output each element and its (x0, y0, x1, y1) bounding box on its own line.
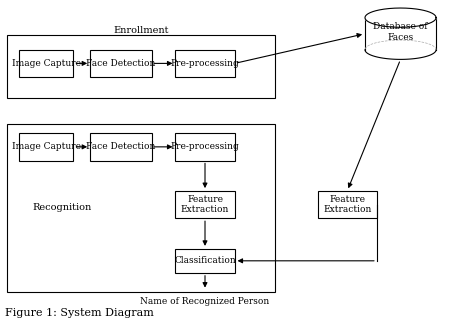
Bar (7, 35, 275, 98)
Bar (19, 133, 73, 160)
Bar (7, 124, 275, 292)
Text: Pre-processing: Pre-processing (171, 59, 239, 68)
Bar (90, 50, 152, 77)
Text: Enrollment: Enrollment (113, 26, 169, 35)
Text: Feature
Extraction: Feature Extraction (323, 195, 372, 214)
Text: Recognition: Recognition (32, 203, 91, 212)
Text: Face Detection: Face Detection (86, 59, 155, 68)
Text: Pre-processing: Pre-processing (171, 142, 239, 152)
Bar (175, 191, 235, 218)
Bar (175, 133, 235, 160)
Text: Feature
Extraction: Feature Extraction (181, 195, 229, 214)
Text: Name of Recognized Person: Name of Recognized Person (140, 297, 270, 306)
Bar (175, 50, 235, 77)
Bar (90, 133, 152, 160)
Text: Image Capture: Image Capture (12, 59, 81, 68)
Text: Database of
Faces: Database of Faces (374, 22, 428, 42)
Polygon shape (365, 18, 436, 50)
Polygon shape (365, 8, 436, 27)
Bar (175, 249, 235, 273)
Bar (19, 50, 73, 77)
Text: Face Detection: Face Detection (86, 142, 155, 152)
Bar (318, 191, 377, 218)
Text: Classification: Classification (174, 256, 236, 265)
Text: Image Capture: Image Capture (12, 142, 81, 152)
Text: Figure 1: System Diagram: Figure 1: System Diagram (5, 308, 154, 318)
